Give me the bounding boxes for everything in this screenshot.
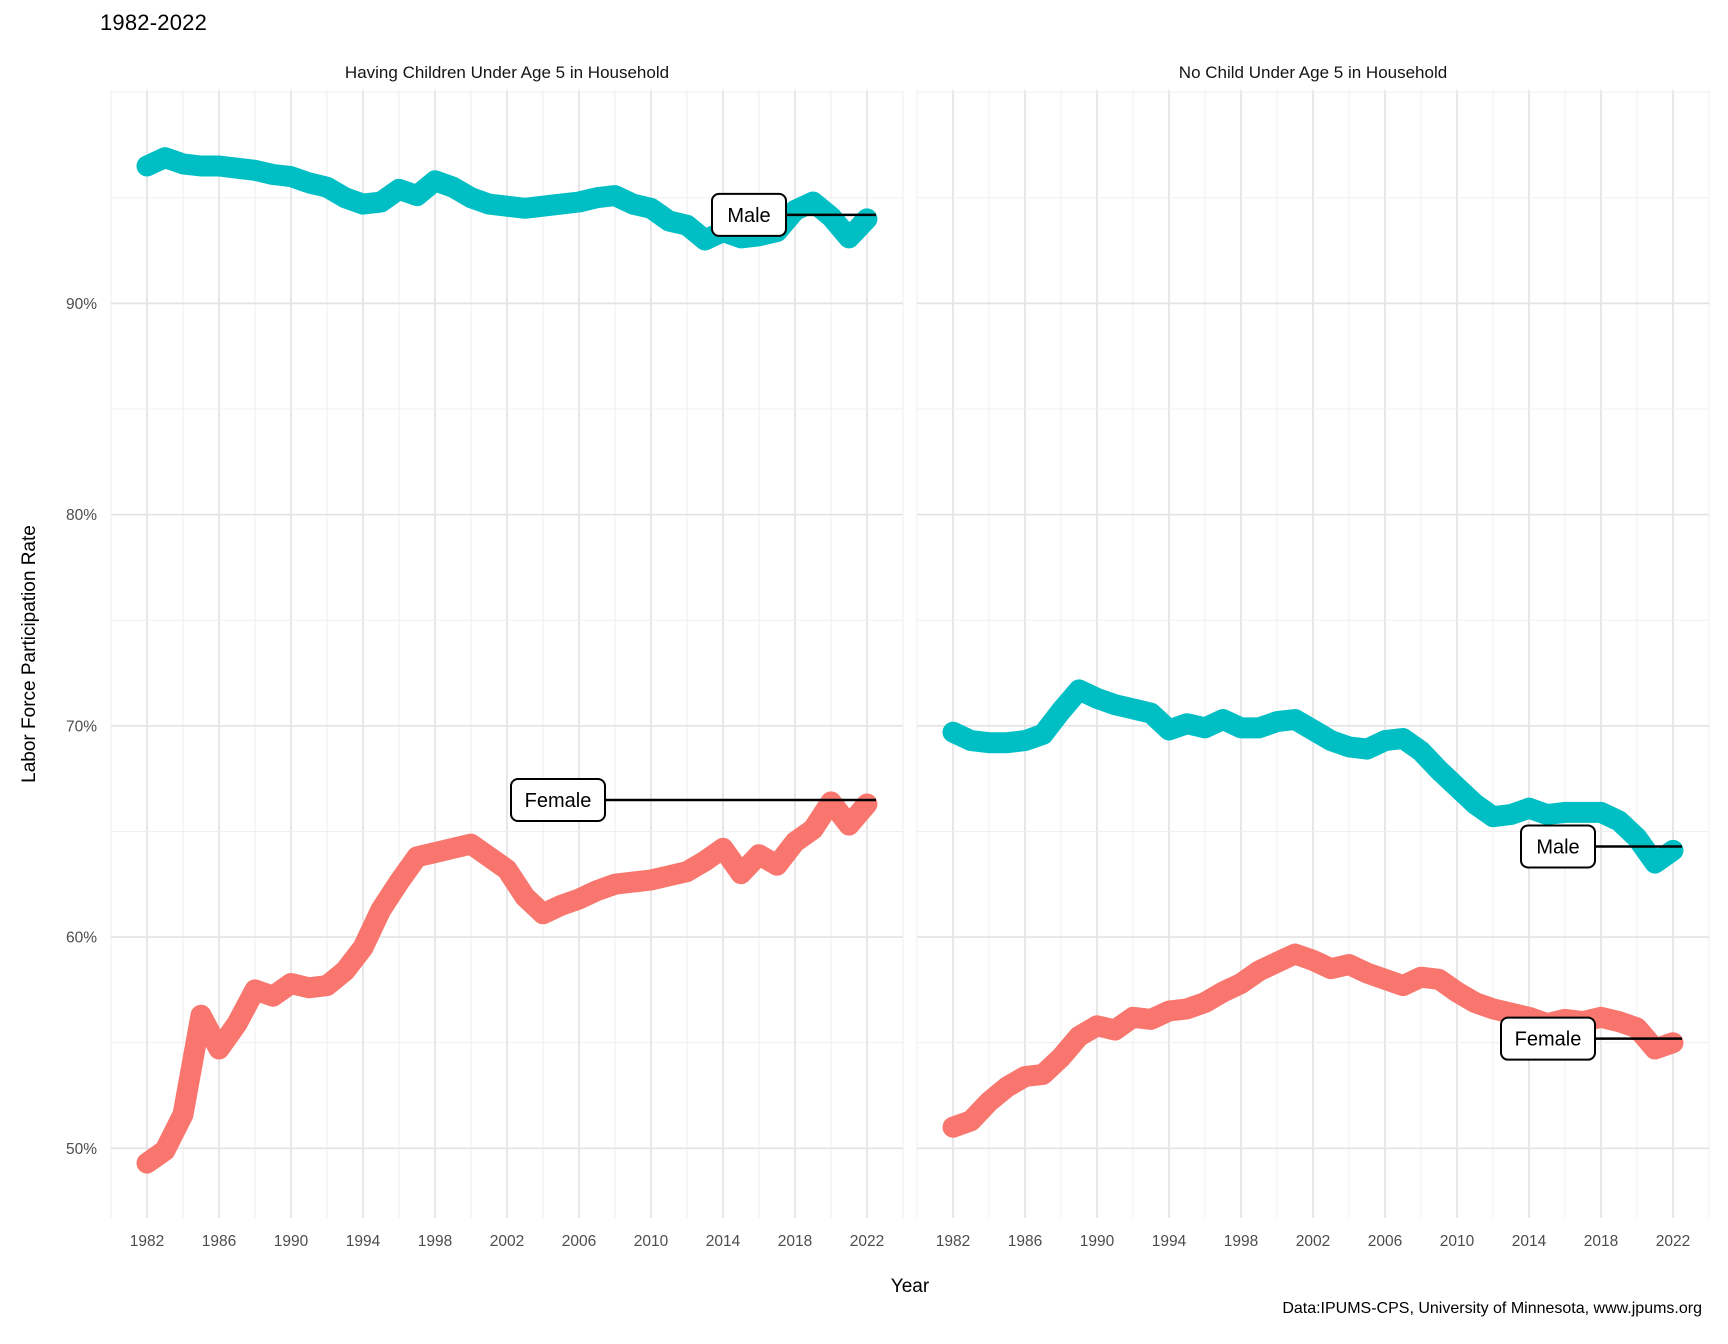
y-tick-labels: 50% 60% 70% 80% 90%: [66, 296, 97, 1158]
series-label-box: [711, 192, 787, 237]
series-label-box: [1520, 824, 1596, 869]
series-label-text: Male: [727, 205, 770, 227]
x-tick-label-1990: 1990: [1080, 1233, 1115, 1250]
x-tick-label-1982: 1982: [130, 1233, 164, 1250]
series-label-box: [1500, 1016, 1596, 1061]
gridlines-panel-0: [110, 90, 904, 1218]
series-label-male-panel-0: Male: [711, 192, 876, 237]
x-tick-label-2018: 2018: [778, 1233, 812, 1250]
x-tick-label-2022: 2022: [1656, 1233, 1690, 1250]
x-tick-label-1990: 1990: [274, 1233, 309, 1250]
x-tick-label-2022: 2022: [850, 1233, 884, 1250]
series-label-male-panel-1: Male: [1520, 824, 1682, 869]
y-axis-title: Labor Force Participation Rate: [19, 525, 40, 783]
series-line-male-panel-1: [942, 679, 1684, 874]
series-label-female-panel-0: Female: [510, 777, 876, 822]
facet-title-left: Having Children Under Age 5 in Household: [344, 63, 670, 82]
x-tick-label-1994: 1994: [346, 1233, 381, 1250]
facet-title-right: No Child Under Age 5 in Household: [1178, 63, 1448, 82]
x-tick-label-1986: 1986: [202, 1233, 236, 1250]
y-tick-label-50: 50%: [66, 1141, 97, 1158]
y-tick-label-90: 90%: [66, 296, 97, 313]
x-tick-label-2014: 2014: [706, 1233, 741, 1250]
x-tick-label-2002: 2002: [490, 1233, 524, 1250]
x-tick-label-2010: 2010: [634, 1233, 669, 1250]
x-tick-label-1994: 1994: [1152, 1233, 1187, 1250]
x-tick-label-2006: 2006: [1368, 1233, 1402, 1250]
x-tick-label-2006: 2006: [562, 1233, 596, 1250]
x-tick-label-1986: 1986: [1008, 1233, 1042, 1250]
y-tick-label-60: 60%: [66, 930, 97, 947]
x-tick-labels-panel-1: 1982 1986 1990 1994 1998 2002 2006 2010 2014 2018…: [936, 1233, 1690, 1250]
x-tick-label-2010: 2010: [1440, 1233, 1475, 1250]
data-source-caption: Data:IPUMS-CPS, University of Minnesota,…: [1282, 1300, 1702, 1317]
series-label-text: Female: [525, 790, 592, 812]
y-tick-label-80: 80%: [66, 507, 97, 524]
x-tick-labels-panel-0: 1982 1986 1990 1994 1998 2002 2006 2010 2014 2018…: [130, 1233, 884, 1250]
x-tick-label-2018: 2018: [1584, 1233, 1618, 1250]
series-line-male-panel-0: [136, 147, 878, 251]
series-label-text: Male: [1536, 836, 1579, 858]
x-tick-label-1982: 1982: [936, 1233, 970, 1250]
series-line-female-panel-0: [136, 791, 878, 1174]
series-label-text: Female: [1515, 1029, 1582, 1051]
x-tick-label-1998: 1998: [1224, 1233, 1258, 1250]
series-label-box: [510, 777, 606, 822]
series-label-female-panel-1: Female: [1500, 1016, 1682, 1061]
x-axis-title: Year: [890, 1276, 930, 1297]
x-tick-label-2002: 2002: [1296, 1233, 1330, 1250]
x-tick-label-1998: 1998: [418, 1233, 452, 1250]
chart-title: 1982-2022: [100, 10, 208, 35]
x-tick-label-2014: 2014: [1512, 1233, 1547, 1250]
y-tick-label-70: 70%: [66, 718, 97, 735]
